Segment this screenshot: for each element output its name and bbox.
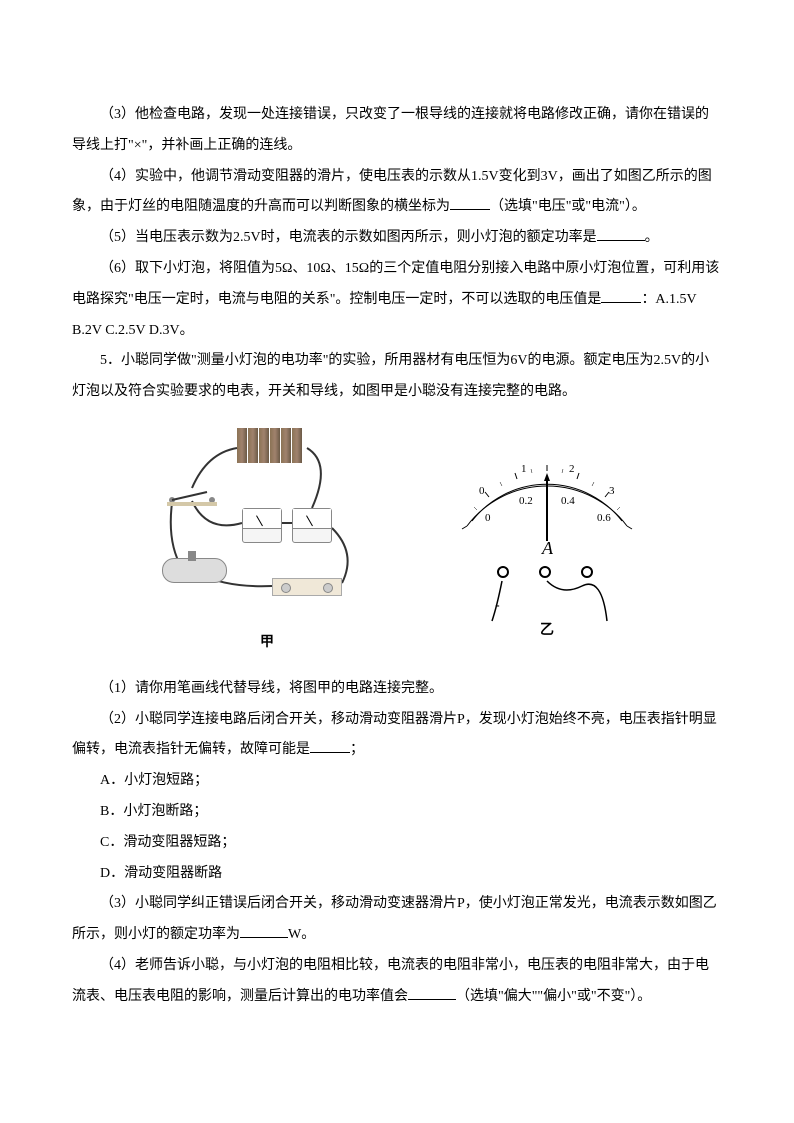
blank-sub3 (240, 924, 288, 938)
sub-1: （1）请你用笔画线代替导线，将图甲的电路连接完整。 (72, 674, 722, 705)
blank-4 (450, 196, 490, 210)
rheostat-icon (162, 558, 227, 583)
blank-5 (597, 227, 645, 241)
para-3: （3）他检查电路，发现一处连接错误，只改变了一根导线的连接就将电路修改正确，请你… (72, 100, 722, 162)
ammeter-detail: 0 1 2 3 0 0.2 0.4 0.6 A - 乙 (447, 451, 647, 631)
scale-bot-3: 0.6 (597, 506, 611, 530)
para-4-text-b: （选填"电压"或"电流"）。 (490, 199, 646, 214)
circuit-diagram (147, 423, 387, 623)
bulb-holder-icon (272, 578, 342, 596)
scale-top-3: 3 (609, 479, 615, 503)
para-5-text-b: 。 (645, 230, 659, 245)
voltmeter-icon (292, 508, 332, 543)
para-6: （6）取下小灯泡，将阻值为5Ω、10Ω、15Ω的三个定值电阻分别接入电路中原小灯… (72, 254, 722, 346)
para-4: （4）实验中，他调节滑动变阻器的滑片，使电压表的示数从1.5V变化到3V，画出了… (72, 162, 722, 224)
para-5: （5）当电压表示数为2.5V时，电流表的示数如图丙所示，则小灯泡的额定功率是 。 (72, 223, 722, 254)
option-d: D．滑动变阻器断路 (72, 859, 722, 890)
ammeter-unit-label: A (542, 529, 553, 569)
figure-label-jia: 甲 (147, 628, 387, 659)
sub-4: （4）老师告诉小聪，与小灯泡的电阻相比较，电流表的电阻非常小，电压表的电阻非常大… (72, 951, 722, 1013)
sub-3: （3）小聪同学纠正错误后闭合开关，移动滑动变速器滑片P，使小灯泡正常发光，电流表… (72, 889, 722, 951)
scale-bot-2: 0.4 (561, 489, 575, 513)
blank-sub2 (310, 739, 350, 753)
sub-3-text-a: （3）小聪同学纠正错误后闭合开关，移动滑动变速器滑片P，使小灯泡正常发光，电流表… (72, 896, 717, 942)
ammeter-icon (242, 508, 282, 543)
option-c: C．滑动变阻器短路； (72, 828, 722, 859)
figure-yi: 0 1 2 3 0 0.2 0.4 0.6 A - 乙 (447, 451, 647, 631)
scale-bot-0: 0 (485, 506, 491, 530)
sub-2: （2）小聪同学连接电路后闭合开关，移动滑动变阻器滑片P，发现小灯泡始终不亮，电压… (72, 705, 722, 767)
option-a: A．小灯泡短路； (72, 766, 722, 797)
figure-jia: 甲 (147, 423, 387, 659)
scale-top-0: 0 (479, 479, 485, 503)
sub-4-text-b: （选填"偏大""偏小"或"不变"）。 (456, 989, 651, 1004)
ammeter-scale: 0 1 2 3 0 0.2 0.4 0.6 A (447, 451, 647, 541)
scale-top-2: 2 (569, 457, 575, 481)
sub-3-text-b: W。 (288, 927, 315, 942)
sub-2-text-b: ； (350, 742, 364, 757)
scale-top-1: 1 (521, 457, 527, 481)
figure-label-yi: 乙 (447, 616, 647, 647)
question-5: 5．小聪同学做"测量小灯泡的电功率"的实验，所用器材有电压恒为6V的电源。额定电… (72, 346, 722, 408)
para-5-text-a: （5）当电压表示数为2.5V时，电流表的示数如图丙所示，则小灯泡的额定功率是 (100, 230, 597, 245)
sub-2-text-a: （2）小聪同学连接电路后闭合开关，移动滑动变阻器滑片P，发现小灯泡始终不亮，电压… (72, 712, 717, 758)
blank-6 (601, 289, 641, 303)
figure-container: 甲 (72, 423, 722, 659)
blank-sub4 (408, 986, 456, 1000)
switch-icon (167, 488, 217, 504)
scale-bot-1: 0.2 (519, 489, 533, 513)
option-b: B．小灯泡断路； (72, 797, 722, 828)
